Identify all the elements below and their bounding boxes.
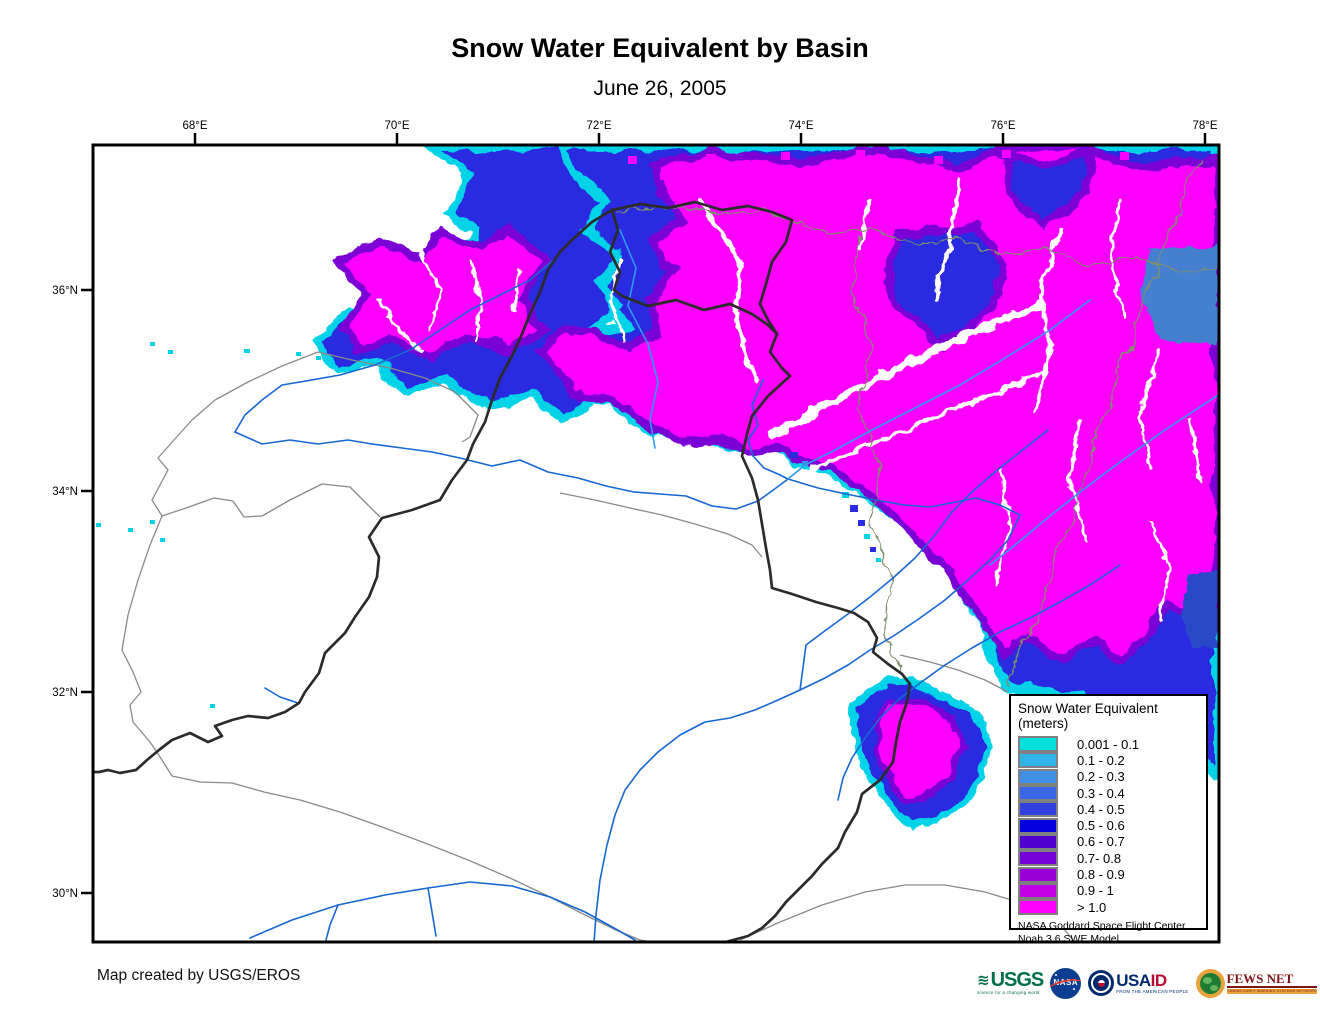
legend-item-label: 0.5 - 0.6: [1077, 818, 1125, 834]
x-axis-tick-label: 68°E: [182, 120, 207, 132]
axis-ticks: 68°E 70°E 72°E 74°E 76°E 78°E 36°N 34°N 32°N 30°N: [52, 120, 1218, 900]
legend-swatch: [1018, 752, 1058, 769]
legend-item-label: 0.001 - 0.1: [1077, 736, 1140, 752]
legend-swatch: [1018, 736, 1058, 753]
snow-layer: [96, 146, 1218, 835]
usaid-logo-text-usa: USA: [1116, 970, 1151, 990]
basin-outlines-layer: [121, 351, 1076, 942]
usgs-tagline: science for a changing world: [977, 990, 1040, 996]
usaid-tagline: FROM THE AMERICAN PEOPLE: [1116, 988, 1189, 994]
legend: Snow Water Equivalent (meters) 0.001 - 0…: [1009, 694, 1208, 945]
legend-item-label: 0.9 - 1: [1077, 883, 1114, 899]
y-axis-tick-label: 34°N: [52, 486, 78, 498]
x-axis-tick-label: 76°E: [990, 120, 1015, 132]
usgs-logo-text: USGS: [990, 969, 1045, 992]
legend-item: 0.5 - 0.6: [1018, 817, 1199, 834]
snow-blocks: [628, 150, 1129, 184]
fewsnet-logo: FEWS NET FAMINE EARLY WARNING SYSTEMS NE…: [1195, 968, 1318, 998]
x-axis-tick-label: 70°E: [384, 120, 409, 132]
usgs-wave-icon: ≋: [977, 971, 990, 989]
usgs-logo: ≋ USGS science for a changing world: [977, 969, 1045, 996]
x-axis-tick-label: 74°E: [788, 120, 813, 132]
legend-swatch: [1018, 785, 1058, 802]
mountain-basin-outlines: [617, 157, 1218, 689]
usaid-emblem-icon: [1088, 970, 1115, 996]
valley-streaks: [378, 178, 1202, 642]
mountain-rivers-layer: [619, 229, 1218, 566]
map-art: [94, 146, 1218, 942]
y-axis-tick-label: 32°N: [52, 687, 78, 699]
legend-item-label: 0.8 - 0.9: [1077, 867, 1125, 883]
legend-item: 0.8 - 0.9: [1018, 866, 1199, 883]
legend-item-label: 0.2 - 0.3: [1077, 769, 1125, 785]
rivers-layer: [234, 257, 1121, 942]
legend-item: 0.4 - 0.5: [1018, 801, 1199, 818]
legend-footer: NASA Goddard Space Flight Center Noah 3.6…: [1018, 920, 1199, 945]
legend-item-label: 0.3 - 0.4: [1077, 785, 1125, 801]
legend-items: 0.001 - 0.1 0.1 - 0.2 0.2 - 0.3 0.3 - 0.4 0.…: [1018, 736, 1199, 916]
fewsnet-globe-icon: [1195, 968, 1225, 998]
usaid-logo-text-id: ID: [1150, 970, 1168, 990]
legend-item: 0.2 - 0.3: [1018, 768, 1199, 785]
y-axis-tick-label: 36°N: [52, 285, 78, 297]
legend-swatch: [1018, 801, 1058, 818]
legend-item-label: 0.6 - 0.7: [1077, 834, 1125, 850]
legend-swatch: [1018, 850, 1058, 867]
usaid-logo: USAID FROM THE AMERICAN PEOPLE: [1088, 970, 1188, 996]
nasa-logo-text: NASA: [1053, 977, 1079, 987]
legend-item: 0.1 - 0.2: [1018, 752, 1199, 769]
legend-item: 0.7- 0.8: [1018, 850, 1199, 867]
legend-swatch: [1018, 882, 1058, 899]
page-title: Snow Water Equivalent by Basin: [451, 33, 869, 63]
credit-text: Map created by USGS/EROS: [97, 967, 301, 984]
x-axis-tick-label: 78°E: [1192, 120, 1217, 132]
y-axis-tick-label: 30°N: [52, 888, 78, 900]
nasa-meatball-icon: NASA: [1050, 967, 1082, 999]
fewsnet-tagline: FAMINE EARLY WARNING SYSTEMS NETWORK: [1227, 988, 1317, 993]
x-axis-tick-label: 72°E: [586, 120, 611, 132]
legend-item: 0.3 - 0.4: [1018, 785, 1199, 802]
legend-item: > 1.0: [1018, 899, 1199, 916]
legend-item-label: 0.7- 0.8: [1077, 850, 1122, 866]
legend-item-label: 0.1 - 0.2: [1077, 752, 1125, 768]
boundary-line: [94, 200, 912, 942]
map-frame: [91, 143, 1221, 944]
legend-item: 0.6 - 0.7: [1018, 833, 1199, 850]
legend-item-label: 0.4 - 0.5: [1077, 801, 1125, 817]
logo-row: ≋ USGS science for a changing world NASA…: [977, 963, 1318, 1003]
legend-swatch: [1018, 817, 1058, 834]
legend-item: 0.001 - 0.1: [1018, 736, 1199, 753]
legend-swatch: [1018, 899, 1058, 916]
legend-swatch: [1018, 833, 1058, 850]
legend-item-label: > 1.0: [1077, 899, 1107, 915]
legend-footer-line: NASA Goddard Space Flight Center: [1018, 920, 1186, 933]
legend-item: 0.9 - 1: [1018, 882, 1199, 899]
legend-footer-line: Noah 3.6 SWE Model.: [1018, 932, 1122, 945]
legend-swatch: [1018, 866, 1058, 883]
legend-swatch: [1018, 768, 1058, 785]
page-subtitle: June 26, 2005: [593, 77, 727, 100]
fewsnet-logo-text: FEWS NET: [1226, 972, 1318, 988]
legend-title: Snow Water Equivalent (meters): [1018, 701, 1158, 731]
